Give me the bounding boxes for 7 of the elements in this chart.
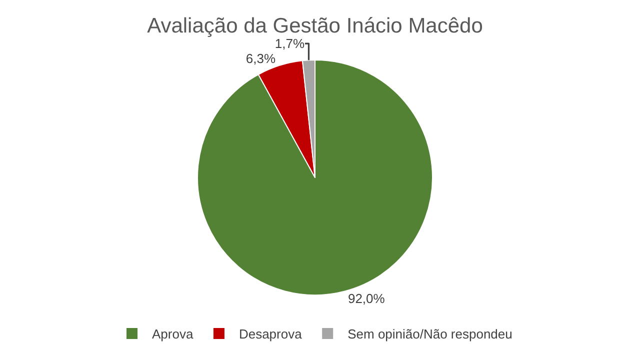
data-label: 92,0% (348, 290, 386, 306)
legend-label: Desaprova (238, 326, 303, 342)
data-label: 1,7% (274, 36, 305, 52)
chart-title: Avaliação da Gestão Inácio Macêdo (147, 14, 483, 38)
legend-label: Sem opinião/Não respondeu (348, 326, 512, 342)
legend-label: Aprova (152, 326, 194, 342)
data-label: 6,3% (246, 51, 276, 66)
